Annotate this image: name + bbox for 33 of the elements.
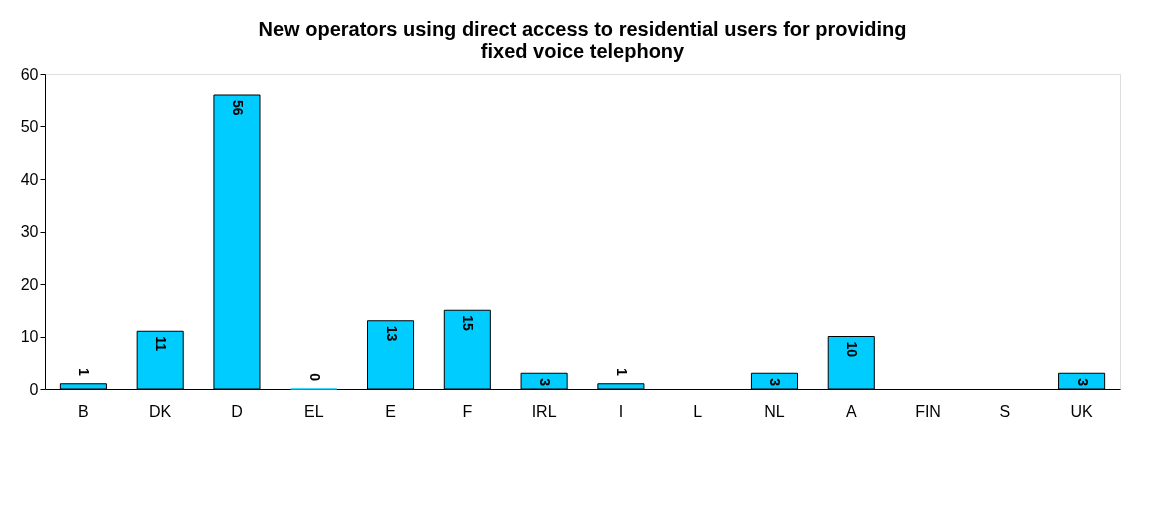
x-tick-label: D bbox=[231, 402, 243, 420]
data-label: 11 bbox=[153, 336, 170, 352]
x-tick-label: UK bbox=[1070, 402, 1094, 420]
x-tick-label: I bbox=[618, 402, 624, 420]
y-tick-label: 20 bbox=[20, 275, 39, 293]
data-label: 1 bbox=[613, 367, 630, 376]
data-label: 0 bbox=[306, 373, 323, 382]
data-label: 56 bbox=[229, 100, 246, 116]
chart-title: New operators using direct access to residential users for providing fixed voice telephony bbox=[258, 18, 907, 62]
y-tick-label: 30 bbox=[20, 223, 39, 240]
y-tick-label: 0 bbox=[29, 380, 39, 398]
x-tick-label: S bbox=[999, 402, 1011, 420]
data-label: 10 bbox=[844, 341, 861, 358]
data-label: 3 bbox=[537, 378, 554, 387]
x-tick-label: DK bbox=[149, 402, 172, 420]
x-tick-label: EL bbox=[303, 402, 324, 420]
x-tick-label: NL bbox=[764, 402, 785, 420]
y-tick-label: 50 bbox=[20, 118, 39, 135]
y-tick-label: 60 bbox=[20, 65, 39, 83]
x-tick-label: IRL bbox=[531, 402, 557, 420]
x-tick-label: E bbox=[385, 402, 396, 420]
x-tick-label: FIN bbox=[915, 402, 941, 420]
data-label: 3 bbox=[1074, 378, 1091, 387]
x-tick-label: F bbox=[462, 402, 473, 420]
x-tick-label: B bbox=[78, 402, 89, 420]
data-label: 13 bbox=[383, 325, 400, 342]
y-tick-label: 10 bbox=[20, 328, 39, 345]
data-label: 1 bbox=[76, 367, 93, 376]
data-label: 3 bbox=[767, 378, 784, 387]
data-label: 15 bbox=[460, 315, 477, 332]
x-tick-label: A bbox=[845, 402, 857, 420]
y-tick-label: 40 bbox=[20, 170, 39, 188]
x-tick-label: L bbox=[693, 402, 703, 420]
